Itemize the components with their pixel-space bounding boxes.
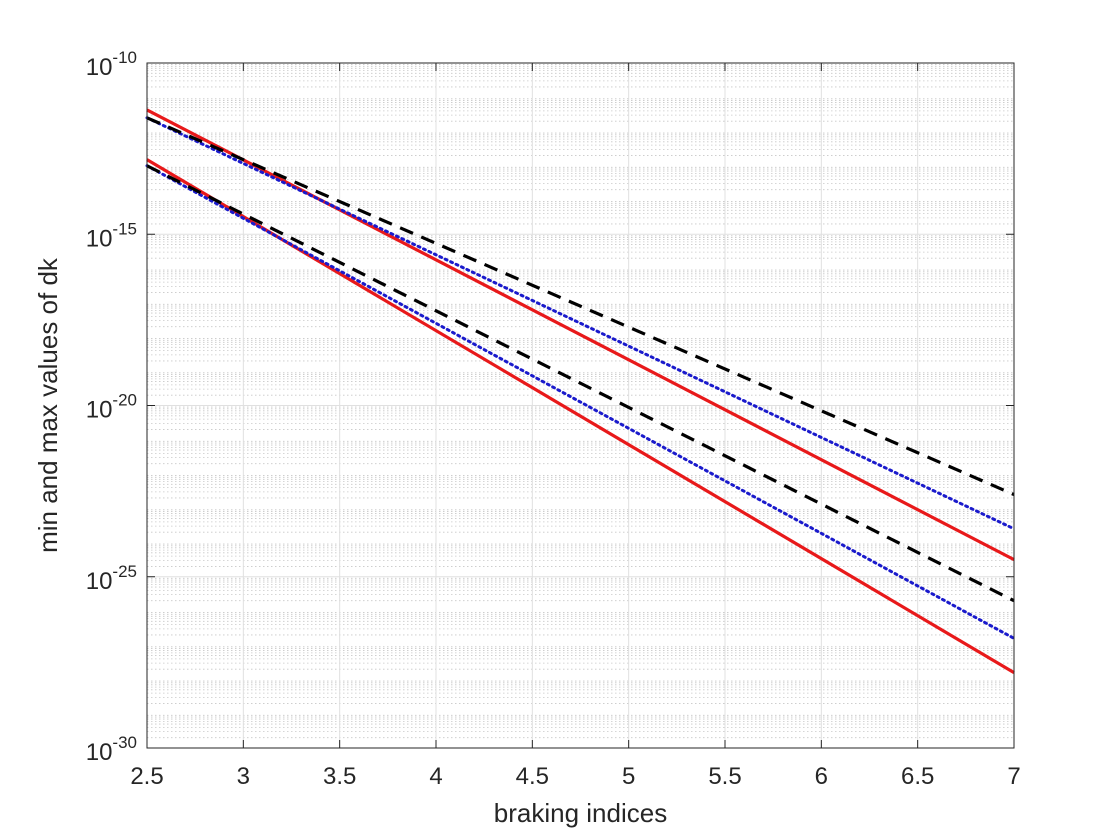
series-layer	[145, 108, 1016, 675]
series-line-1	[146, 108, 1015, 562]
x-tick-label: 6	[815, 763, 828, 790]
x-tick-label: 2.5	[130, 763, 163, 790]
y-tick-label: 10-10	[86, 48, 137, 81]
y-tick-label: 10-20	[86, 391, 137, 424]
series-line-5	[145, 164, 1016, 640]
series-line-6	[146, 164, 1015, 603]
x-tick-label: 7	[1007, 763, 1020, 790]
x-tick-label: 5.5	[708, 763, 741, 790]
series-line-3	[146, 116, 1015, 497]
x-tick-label: 5	[622, 763, 635, 790]
minor-grid	[147, 64, 1014, 739]
x-tick-label: 4.5	[516, 763, 549, 790]
y-tick-label: 10-30	[86, 733, 137, 766]
series-line-2	[145, 116, 1016, 531]
y-axis: 10-30 10-25 10-20 10-15 10-10	[86, 48, 1014, 766]
x-tick-label: 3	[237, 763, 250, 790]
x-tick-label: 4	[429, 763, 442, 790]
y-tick-label: 10-15	[86, 219, 137, 252]
x-tick-label: 6.5	[901, 763, 934, 790]
x-axis: 2.5 3 3.5 4 4.5 5 5.5 6 6.5 7	[130, 63, 1021, 790]
y-axis-label: min and max values of dk	[33, 257, 63, 553]
x-tick-label: 3.5	[323, 763, 356, 790]
x-axis-label: braking indices	[494, 798, 667, 828]
y-tick-label: 10-25	[86, 562, 137, 595]
